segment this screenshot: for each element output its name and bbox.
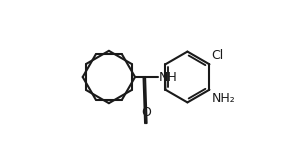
Text: NH: NH xyxy=(159,71,178,84)
Text: O: O xyxy=(141,106,151,119)
Text: NH₂: NH₂ xyxy=(211,92,235,105)
Text: Cl: Cl xyxy=(211,49,223,61)
